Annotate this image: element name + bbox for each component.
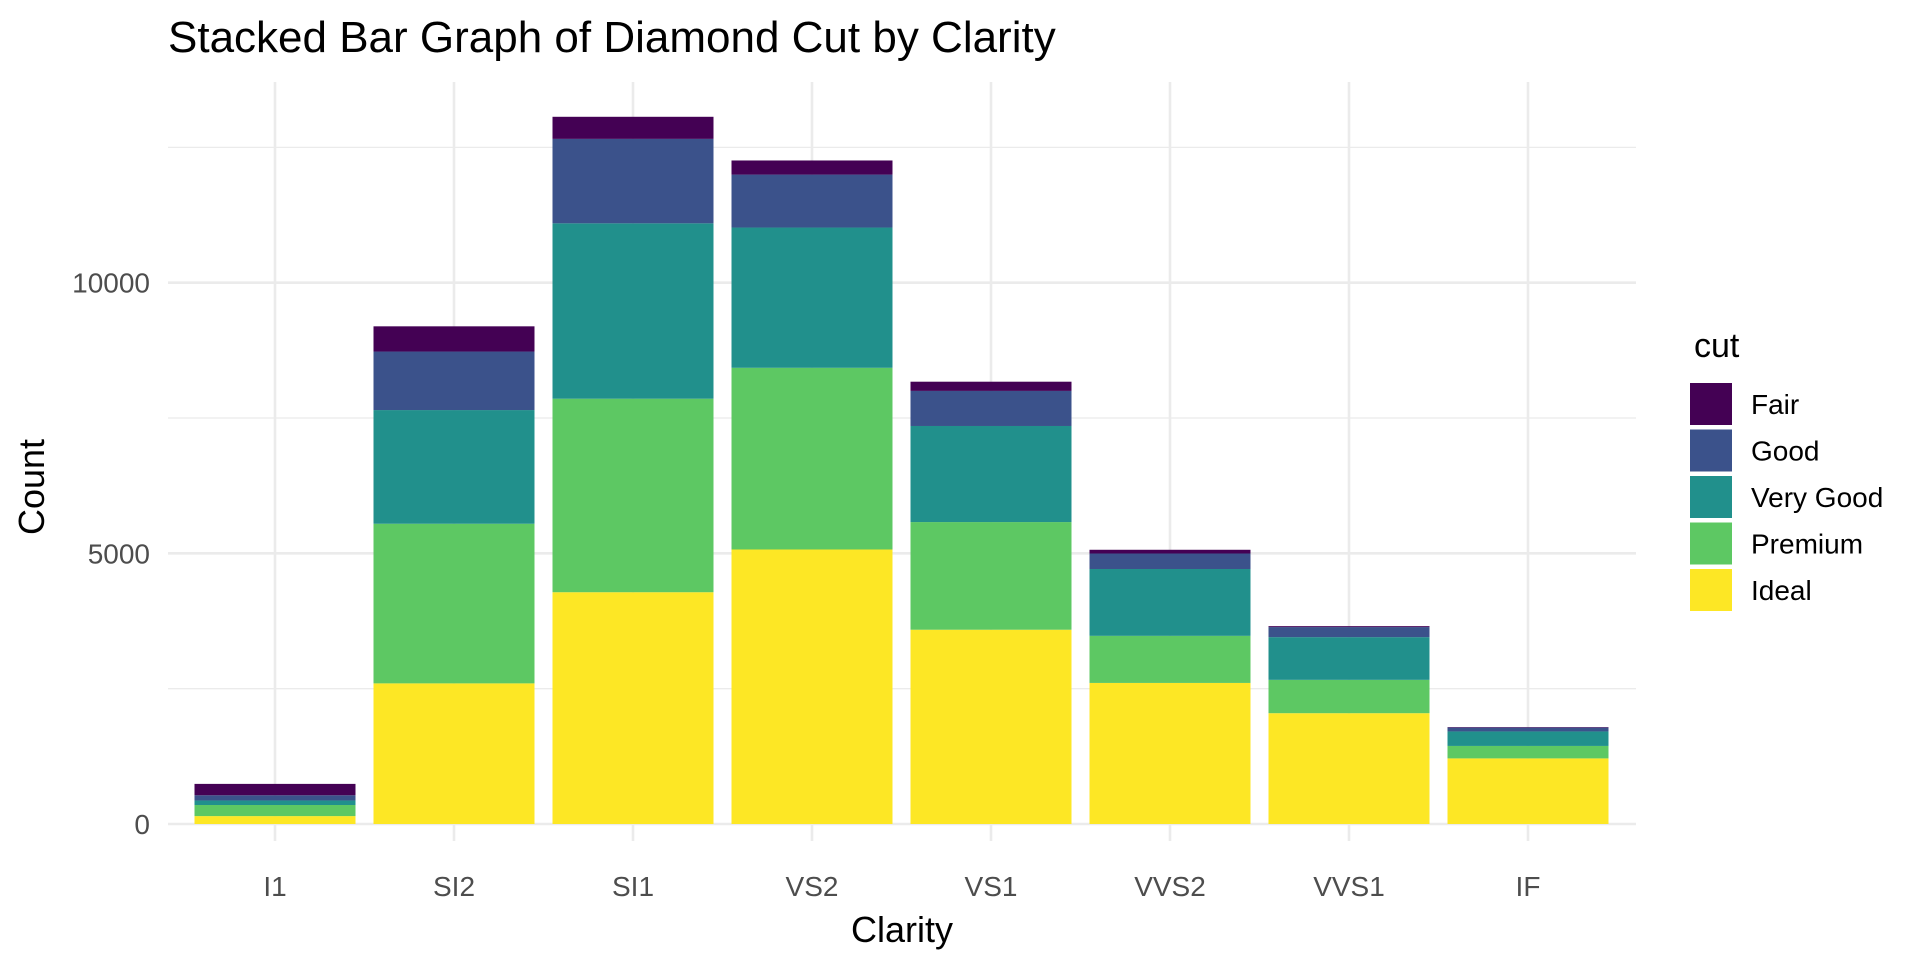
- bar-segment-si2-good: [373, 351, 535, 411]
- x-tick-label: SI2: [433, 871, 475, 902]
- bar-segment-vs1-premium: [910, 522, 1072, 630]
- bar-segment-if-very-good: [1447, 731, 1609, 746]
- bar-segment-si1-good: [552, 138, 714, 224]
- axis-ticks: 0 5000 10000 I1 SI2 SI1 VS2 VS1 VVS2 VVS1 IF: [72, 268, 1540, 902]
- y-tick-label: 0: [134, 809, 150, 840]
- bar-segment-i1-very-good: [194, 800, 356, 806]
- x-tick-label: I1: [263, 871, 286, 902]
- bar-segment-si1-very-good: [552, 223, 714, 399]
- bar-segment-vvs1-good: [1268, 627, 1430, 638]
- bar-segment-si1-fair: [552, 116, 714, 139]
- legend-key-good: [1690, 429, 1732, 472]
- bar-segment-vvs2-good: [1089, 553, 1251, 569]
- chart-title: Stacked Bar Graph of Diamond Cut by Clar…: [168, 13, 1056, 62]
- legend: cut Fair Good Very Good Premium Ideal: [1690, 327, 1883, 611]
- legend-items: Fair Good Very Good Premium Ideal: [1690, 383, 1883, 611]
- bar-segment-i1-good: [194, 795, 356, 801]
- bar-segment-vvs2-ideal: [1089, 682, 1251, 824]
- legend-key-premium: [1690, 522, 1732, 565]
- bar-segment-vs2-ideal: [731, 549, 893, 824]
- x-tick-label: VS1: [965, 871, 1018, 902]
- legend-title: cut: [1694, 327, 1740, 365]
- x-tick-label: VVS2: [1134, 871, 1206, 902]
- x-axis-title: Clarity: [851, 909, 953, 950]
- y-tick-label: 5000: [88, 538, 150, 569]
- x-tick-label: SI1: [612, 871, 654, 902]
- bar-segment-vvs1-very-good: [1268, 637, 1430, 680]
- legend-label-fair: Fair: [1751, 389, 1799, 420]
- bar-segment-vs1-good: [910, 390, 1072, 426]
- bar-segment-vs2-fair: [731, 160, 893, 175]
- bar-segment-i1-ideal: [194, 816, 356, 824]
- bar-segment-if-premium: [1447, 745, 1609, 759]
- bar-segment-i1-fair: [194, 783, 356, 796]
- y-tick-label: 10000: [72, 268, 150, 299]
- x-tick-label: IF: [1516, 871, 1541, 902]
- legend-label-ideal: Ideal: [1751, 575, 1812, 606]
- legend-label-premium: Premium: [1751, 529, 1863, 560]
- bar-segment-vs1-ideal: [910, 629, 1072, 824]
- bar-segment-si1-premium: [552, 398, 714, 593]
- bar-segment-vs1-fair: [910, 381, 1072, 391]
- bar-segment-i1-premium: [194, 805, 356, 817]
- y-axis-title: Count: [11, 439, 52, 535]
- bar-segment-si2-very-good: [373, 410, 535, 524]
- x-tick-label: VVS1: [1313, 871, 1385, 902]
- bar-segment-si2-premium: [373, 523, 535, 684]
- bar-segment-vvs2-very-good: [1089, 568, 1251, 636]
- bar-segment-vvs1-fair: [1268, 626, 1430, 628]
- bar-segment-vs2-premium: [731, 367, 893, 550]
- bar-segment-si2-ideal: [373, 683, 535, 824]
- legend-label-good: Good: [1751, 436, 1820, 467]
- bar-segment-vs2-very-good: [731, 227, 893, 368]
- bar-segment-vvs2-premium: [1089, 635, 1251, 683]
- bar-segment-vs2-good: [731, 174, 893, 228]
- bar-segment-if-good: [1447, 727, 1609, 732]
- legend-key-fair: [1690, 383, 1732, 425]
- x-tick-label: VS2: [786, 871, 839, 902]
- bar-segment-si1-ideal: [552, 592, 714, 824]
- bar-segment-vs1-very-good: [910, 425, 1072, 523]
- legend-key-ideal: [1690, 569, 1732, 611]
- bar-segment-if-ideal: [1447, 758, 1609, 824]
- bar-segment-vvs1-premium: [1268, 679, 1430, 714]
- bar-segment-vvs2-fair: [1089, 549, 1251, 554]
- legend-label-very-good: Very Good: [1751, 482, 1883, 513]
- bars: [194, 116, 1609, 824]
- legend-key-very-good: [1690, 476, 1732, 518]
- bar-segment-vvs1-ideal: [1268, 713, 1430, 824]
- bar-segment-si2-fair: [373, 326, 535, 352]
